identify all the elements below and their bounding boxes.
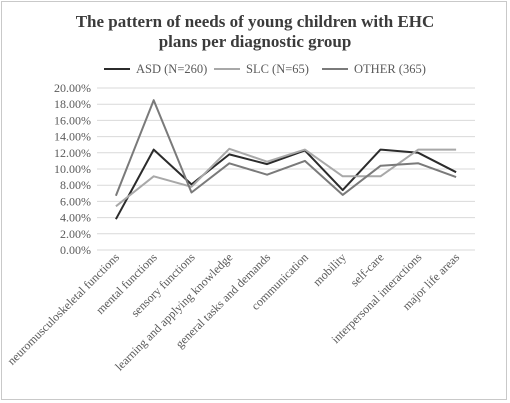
legend-label: ASD (N=260) (136, 62, 207, 76)
y-tick-label: 16.00% (54, 113, 91, 127)
y-tick-label: 2.00% (60, 227, 91, 241)
chart-title-line-1: The pattern of needs of young children w… (75, 12, 435, 31)
series-line (115, 147, 457, 208)
y-tick-label: 8.00% (60, 178, 91, 192)
series-lines (114, 99, 457, 220)
y-tick-label: 12.00% (54, 146, 91, 160)
legend: ASD (N=260) SLC (N=65) OTHER (365) (104, 62, 426, 76)
y-tick-label: 14.00% (54, 130, 91, 144)
y-tick-label: 0.00% (60, 243, 91, 257)
chart-title-line-2: plans per diagnostic group (158, 32, 352, 51)
y-axis-tick-labels: 0.00% 2.00% 4.00% 6.00% 8.00% 10.00% 12.00% 14.… (54, 81, 91, 257)
y-tick-label: 18.00% (54, 97, 91, 111)
x-tick-label: mobility (310, 250, 349, 289)
y-tick-label: 20.00% (54, 81, 91, 95)
legend-label: OTHER (365) (354, 62, 426, 76)
y-tick-label: 4.00% (60, 211, 91, 225)
series-line (114, 99, 457, 197)
y-tick-label: 6.00% (60, 194, 91, 208)
series-line (115, 148, 457, 220)
legend-label: SLC (N=65) (246, 62, 309, 76)
gridlines (97, 87, 475, 251)
y-tick-label: 10.00% (54, 162, 91, 176)
